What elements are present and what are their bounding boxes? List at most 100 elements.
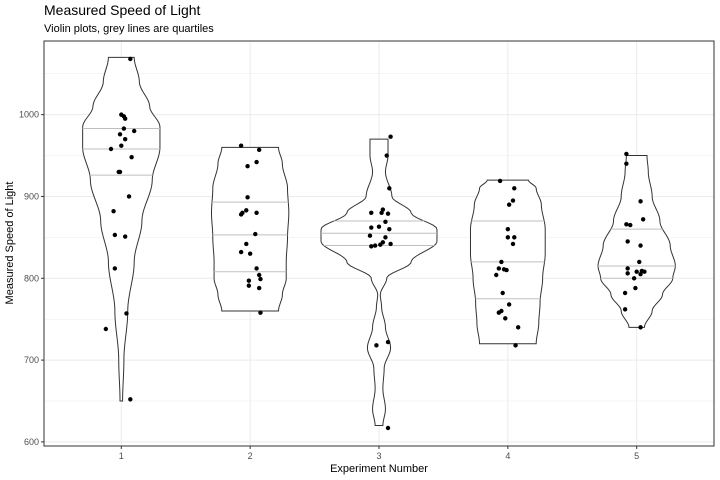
data-point bbox=[244, 208, 249, 213]
x-tick-label: 4 bbox=[505, 451, 510, 461]
data-point bbox=[387, 186, 392, 191]
data-point bbox=[121, 126, 127, 131]
data-point bbox=[510, 241, 516, 247]
data-point bbox=[119, 143, 124, 148]
data-point bbox=[244, 241, 249, 247]
data-point bbox=[624, 161, 629, 166]
data-point bbox=[372, 243, 378, 248]
data-point bbox=[515, 325, 521, 330]
data-point bbox=[622, 290, 628, 296]
data-point bbox=[622, 307, 628, 312]
data-point bbox=[624, 151, 629, 157]
data-point bbox=[637, 259, 642, 265]
data-point bbox=[387, 226, 392, 232]
data-point bbox=[625, 266, 630, 271]
x-tick-label: 5 bbox=[634, 451, 639, 461]
data-point bbox=[369, 210, 374, 216]
data-point bbox=[505, 235, 511, 240]
data-point bbox=[388, 241, 393, 247]
data-point bbox=[103, 326, 109, 332]
data-point bbox=[385, 211, 391, 216]
data-point bbox=[117, 132, 123, 137]
data-point bbox=[625, 239, 630, 244]
data-point bbox=[112, 232, 118, 238]
data-point bbox=[638, 271, 643, 277]
data-point bbox=[505, 226, 511, 232]
data-point bbox=[512, 235, 517, 240]
data-point bbox=[256, 147, 262, 153]
data-point bbox=[638, 243, 643, 248]
data-point bbox=[496, 266, 502, 271]
data-point bbox=[506, 202, 512, 207]
y-tick-label: 900 bbox=[24, 191, 39, 201]
data-point bbox=[111, 208, 116, 214]
data-point bbox=[385, 425, 391, 431]
data-point bbox=[124, 311, 129, 316]
data-point bbox=[254, 159, 259, 165]
data-point bbox=[374, 343, 379, 348]
data-point bbox=[383, 219, 388, 225]
data-point bbox=[369, 225, 374, 230]
y-tick-label: 800 bbox=[24, 273, 39, 283]
y-axis: 600 700 800 900 1000 bbox=[19, 110, 44, 447]
data-point bbox=[494, 272, 499, 278]
x-axis-label: Experiment Number bbox=[330, 463, 428, 475]
data-point bbox=[388, 134, 393, 139]
y-axis-label: Measured Speed of Light bbox=[4, 182, 16, 305]
data-point bbox=[624, 222, 629, 227]
data-point bbox=[506, 302, 512, 307]
data-point bbox=[258, 276, 263, 282]
x-tick-label: 1 bbox=[119, 451, 124, 461]
data-point bbox=[504, 267, 509, 273]
data-point bbox=[503, 316, 508, 321]
data-point bbox=[126, 194, 132, 199]
violin-1 bbox=[82, 56, 161, 402]
y-tick-label: 600 bbox=[24, 437, 39, 447]
data-point bbox=[122, 116, 128, 121]
data-point bbox=[245, 163, 250, 169]
data-point bbox=[117, 169, 123, 175]
data-point bbox=[128, 397, 133, 402]
violin-5 bbox=[597, 155, 676, 328]
data-point bbox=[256, 285, 262, 291]
data-point bbox=[108, 146, 114, 152]
data-point bbox=[642, 269, 647, 274]
data-point bbox=[256, 272, 262, 278]
data-point bbox=[246, 283, 252, 288]
data-point bbox=[247, 251, 253, 256]
data-point bbox=[384, 153, 389, 158]
data-point bbox=[131, 128, 137, 134]
violin-2 bbox=[210, 146, 290, 312]
data-point bbox=[631, 276, 637, 281]
violin-3 bbox=[320, 138, 438, 427]
chart-subtitle: Violin plots, grey lines are quartiles bbox=[44, 23, 214, 35]
data-point bbox=[246, 278, 252, 283]
data-point bbox=[128, 56, 133, 62]
data-point bbox=[383, 235, 388, 240]
data-point bbox=[376, 224, 382, 229]
data-point bbox=[634, 269, 639, 274]
x-axis: 1 2 3 4 5 bbox=[119, 446, 639, 461]
data-point bbox=[625, 271, 630, 276]
data-point bbox=[638, 199, 643, 204]
data-point bbox=[258, 310, 263, 315]
y-tick-label: 1000 bbox=[19, 110, 39, 120]
data-point bbox=[238, 212, 244, 217]
data-point bbox=[510, 198, 516, 203]
data-point bbox=[385, 339, 391, 345]
data-point bbox=[369, 244, 374, 249]
data-point bbox=[254, 210, 259, 216]
data-point bbox=[367, 233, 373, 238]
chart-title: Measured Speed of Light bbox=[44, 2, 201, 18]
y-tick-label: 700 bbox=[24, 355, 39, 365]
data-point bbox=[633, 285, 638, 291]
data-point bbox=[640, 217, 646, 222]
data-point bbox=[378, 242, 383, 247]
x-tick-label: 3 bbox=[376, 451, 381, 461]
data-point bbox=[238, 143, 244, 148]
data-point bbox=[499, 259, 504, 265]
data-point bbox=[496, 310, 502, 315]
points-layer bbox=[103, 56, 647, 431]
data-point bbox=[500, 290, 505, 296]
